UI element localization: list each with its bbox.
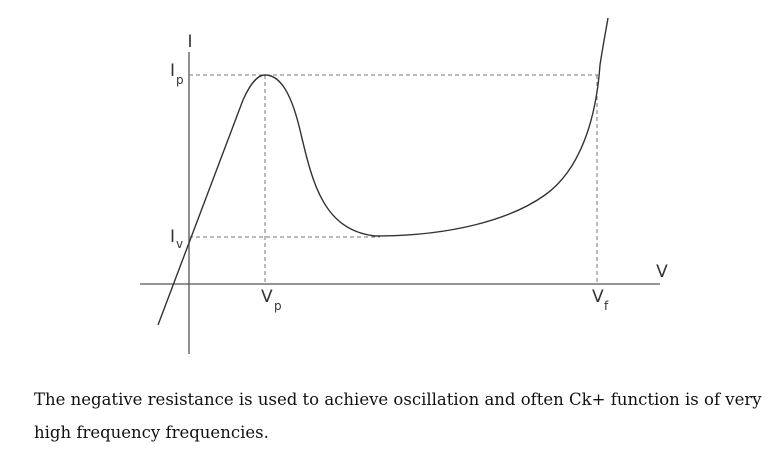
svg-text:I: I	[170, 61, 175, 81]
peak-voltage-label: V p	[261, 287, 282, 313]
svg-text:I: I	[170, 227, 175, 247]
svg-text:V: V	[261, 287, 273, 307]
caption-text: The negative resistance is used to achie…	[34, 390, 762, 442]
svg-text:v: v	[176, 237, 183, 251]
svg-text:V: V	[592, 287, 604, 307]
peak-current-label: I p	[170, 61, 184, 87]
valley-current-label: I v	[170, 227, 183, 251]
forward-voltage-label: V f	[592, 287, 609, 313]
iv-curve	[157, 17, 609, 326]
voltage-axis-label: V	[656, 262, 668, 282]
svg-text:f: f	[604, 299, 609, 313]
tunnel-diode-iv-diagram: I V I p I v V p V f	[140, 17, 668, 354]
svg-text:p: p	[274, 299, 282, 313]
current-axis-label: I	[187, 32, 192, 52]
svg-text:p: p	[176, 73, 184, 87]
